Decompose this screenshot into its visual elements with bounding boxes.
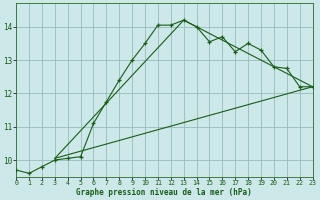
X-axis label: Graphe pression niveau de la mer (hPa): Graphe pression niveau de la mer (hPa) — [76, 188, 252, 197]
